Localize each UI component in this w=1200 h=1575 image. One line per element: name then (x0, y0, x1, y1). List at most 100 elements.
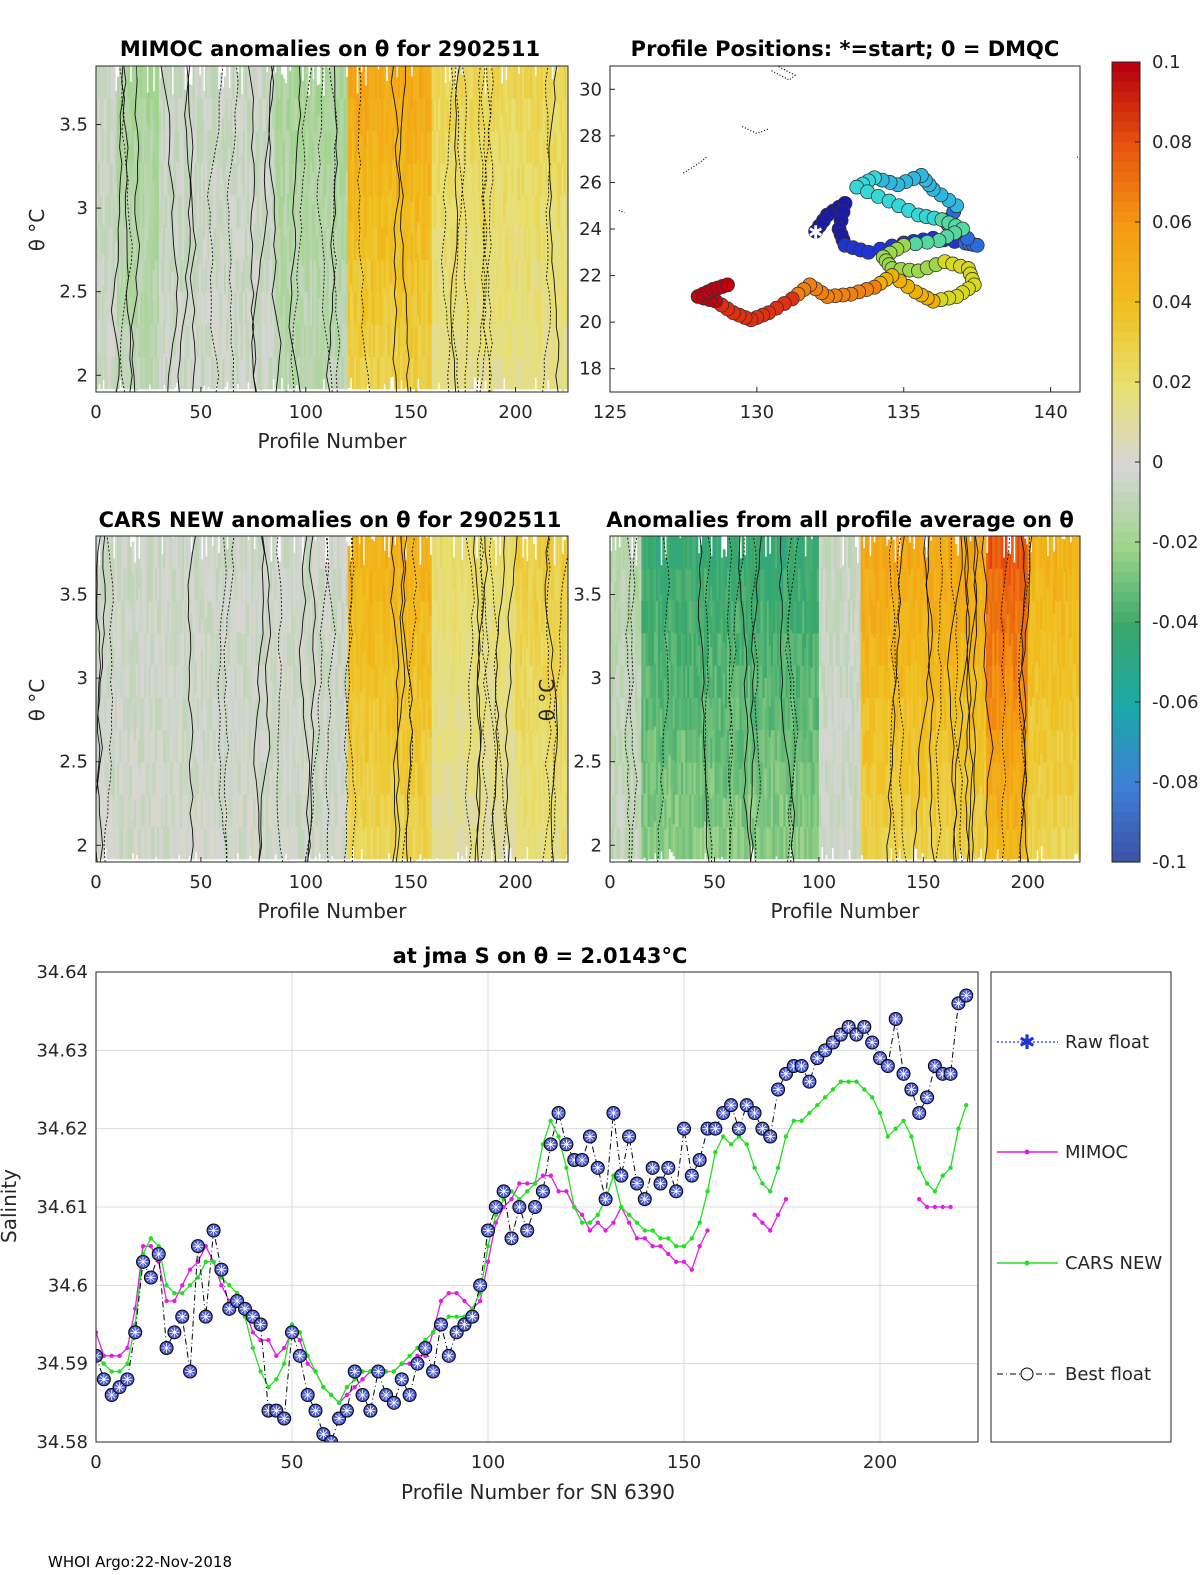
anomaly-cell (402, 98, 405, 132)
anomaly-cell (458, 291, 462, 325)
anomaly-cell (351, 162, 355, 196)
anomaly-cell (368, 826, 372, 860)
anomaly-cell (507, 324, 510, 357)
anomaly-cell (421, 195, 424, 228)
anomaly-cell (448, 729, 452, 763)
anomaly-cell (257, 568, 261, 602)
anomaly-cell (465, 162, 468, 196)
anomaly-cell (435, 632, 439, 666)
anomaly-cell (435, 195, 439, 228)
anomaly-cell (272, 761, 275, 795)
anomaly-cell (244, 697, 248, 731)
anomaly-cell (500, 114, 504, 146)
anomaly-cell (540, 794, 544, 827)
anomaly-cell (297, 729, 301, 763)
anomaly-cell (647, 761, 651, 795)
anomaly-cell (530, 324, 533, 357)
anomaly-cell (557, 536, 561, 569)
anomaly-cell (559, 195, 563, 228)
anomaly-cell (251, 162, 254, 196)
anomaly-cell (475, 160, 479, 193)
anomaly-cell (131, 790, 135, 823)
anomaly-cell (461, 737, 464, 768)
anomaly-cell (345, 795, 349, 828)
anomaly-cell (148, 665, 152, 698)
anomaly-cell (612, 826, 615, 860)
anomaly-cell (322, 152, 326, 182)
anomaly-cell (221, 794, 225, 827)
anomaly-cell (452, 227, 456, 261)
anomaly-cell (232, 794, 236, 827)
anomaly-cell (242, 697, 246, 731)
anomaly-cell (448, 761, 452, 795)
anomaly-cell (228, 358, 231, 390)
anomaly-cell (142, 291, 145, 325)
anomaly-cell (177, 663, 181, 696)
anomaly-cell (171, 569, 175, 603)
anomaly-cell (228, 298, 231, 330)
anomaly-cell (247, 66, 250, 99)
anomaly-cell (100, 826, 103, 860)
anomaly-cell (515, 632, 519, 666)
anomaly-cell (452, 195, 456, 228)
anomaly-cell (544, 632, 548, 666)
anomaly-cell (324, 324, 328, 357)
anomaly-cell (553, 356, 557, 390)
anomaly-cell (326, 228, 330, 261)
anomaly-cell (278, 591, 282, 622)
anomaly-cell (383, 193, 387, 226)
anomaly-cell (402, 130, 405, 164)
anomaly-cell (400, 128, 403, 161)
anomaly-cell (326, 356, 330, 390)
anomaly-cell (135, 140, 139, 172)
anomaly-cell (408, 568, 412, 602)
anomaly-cell (140, 324, 143, 357)
anomaly-cell (358, 764, 361, 797)
anomaly-cell (540, 536, 544, 569)
anomaly-cell (507, 729, 510, 763)
anomaly-cell (240, 300, 244, 331)
anomaly-cell (360, 135, 364, 168)
anomaly-cell (312, 536, 315, 569)
anomaly-cell (171, 537, 175, 571)
anomaly-cell (215, 225, 219, 258)
anomaly-cell (412, 227, 416, 261)
anomaly-cell (452, 259, 456, 293)
anomaly-cell (121, 729, 124, 763)
anomaly-cell (171, 729, 175, 763)
anomaly-cell (498, 98, 502, 132)
anomaly-cell (219, 697, 223, 731)
anomaly-cell (213, 826, 217, 860)
anomaly-cell (530, 536, 533, 569)
anomaly-cell (410, 76, 414, 109)
anomaly-cell (431, 130, 435, 164)
anomaly-cell (152, 761, 156, 795)
anomaly-cell (643, 696, 647, 730)
anomaly-cell (228, 536, 231, 569)
anomaly-cell (446, 600, 450, 634)
anomaly-cell (146, 211, 150, 242)
anomaly-cell (324, 195, 328, 228)
anomaly-cell (630, 648, 634, 679)
anomaly-cell (521, 130, 525, 164)
anomaly-cell (635, 712, 638, 743)
anomaly-cell (123, 600, 126, 634)
mimoc-title: MIMOC anomalies on θ for 2902511 (120, 37, 540, 61)
anomaly-cell (116, 568, 120, 602)
anomaly-cell (135, 567, 139, 601)
anomaly-cell (156, 259, 160, 293)
anomaly-cell (280, 195, 284, 227)
anomaly-cell (104, 227, 108, 261)
anomaly-cell (232, 195, 236, 228)
anomaly-cell (303, 794, 307, 827)
anomaly-cell (96, 259, 99, 293)
anomaly-cell (341, 324, 345, 357)
anomaly-cell (406, 356, 410, 390)
anomaly-cell (553, 800, 557, 830)
anomaly-cell (362, 98, 366, 132)
anomaly-cell (521, 798, 525, 830)
anomaly-cell (171, 601, 175, 635)
anomaly-cell (184, 697, 187, 731)
anomaly-cell (175, 600, 179, 634)
anomaly-cell (333, 826, 336, 860)
